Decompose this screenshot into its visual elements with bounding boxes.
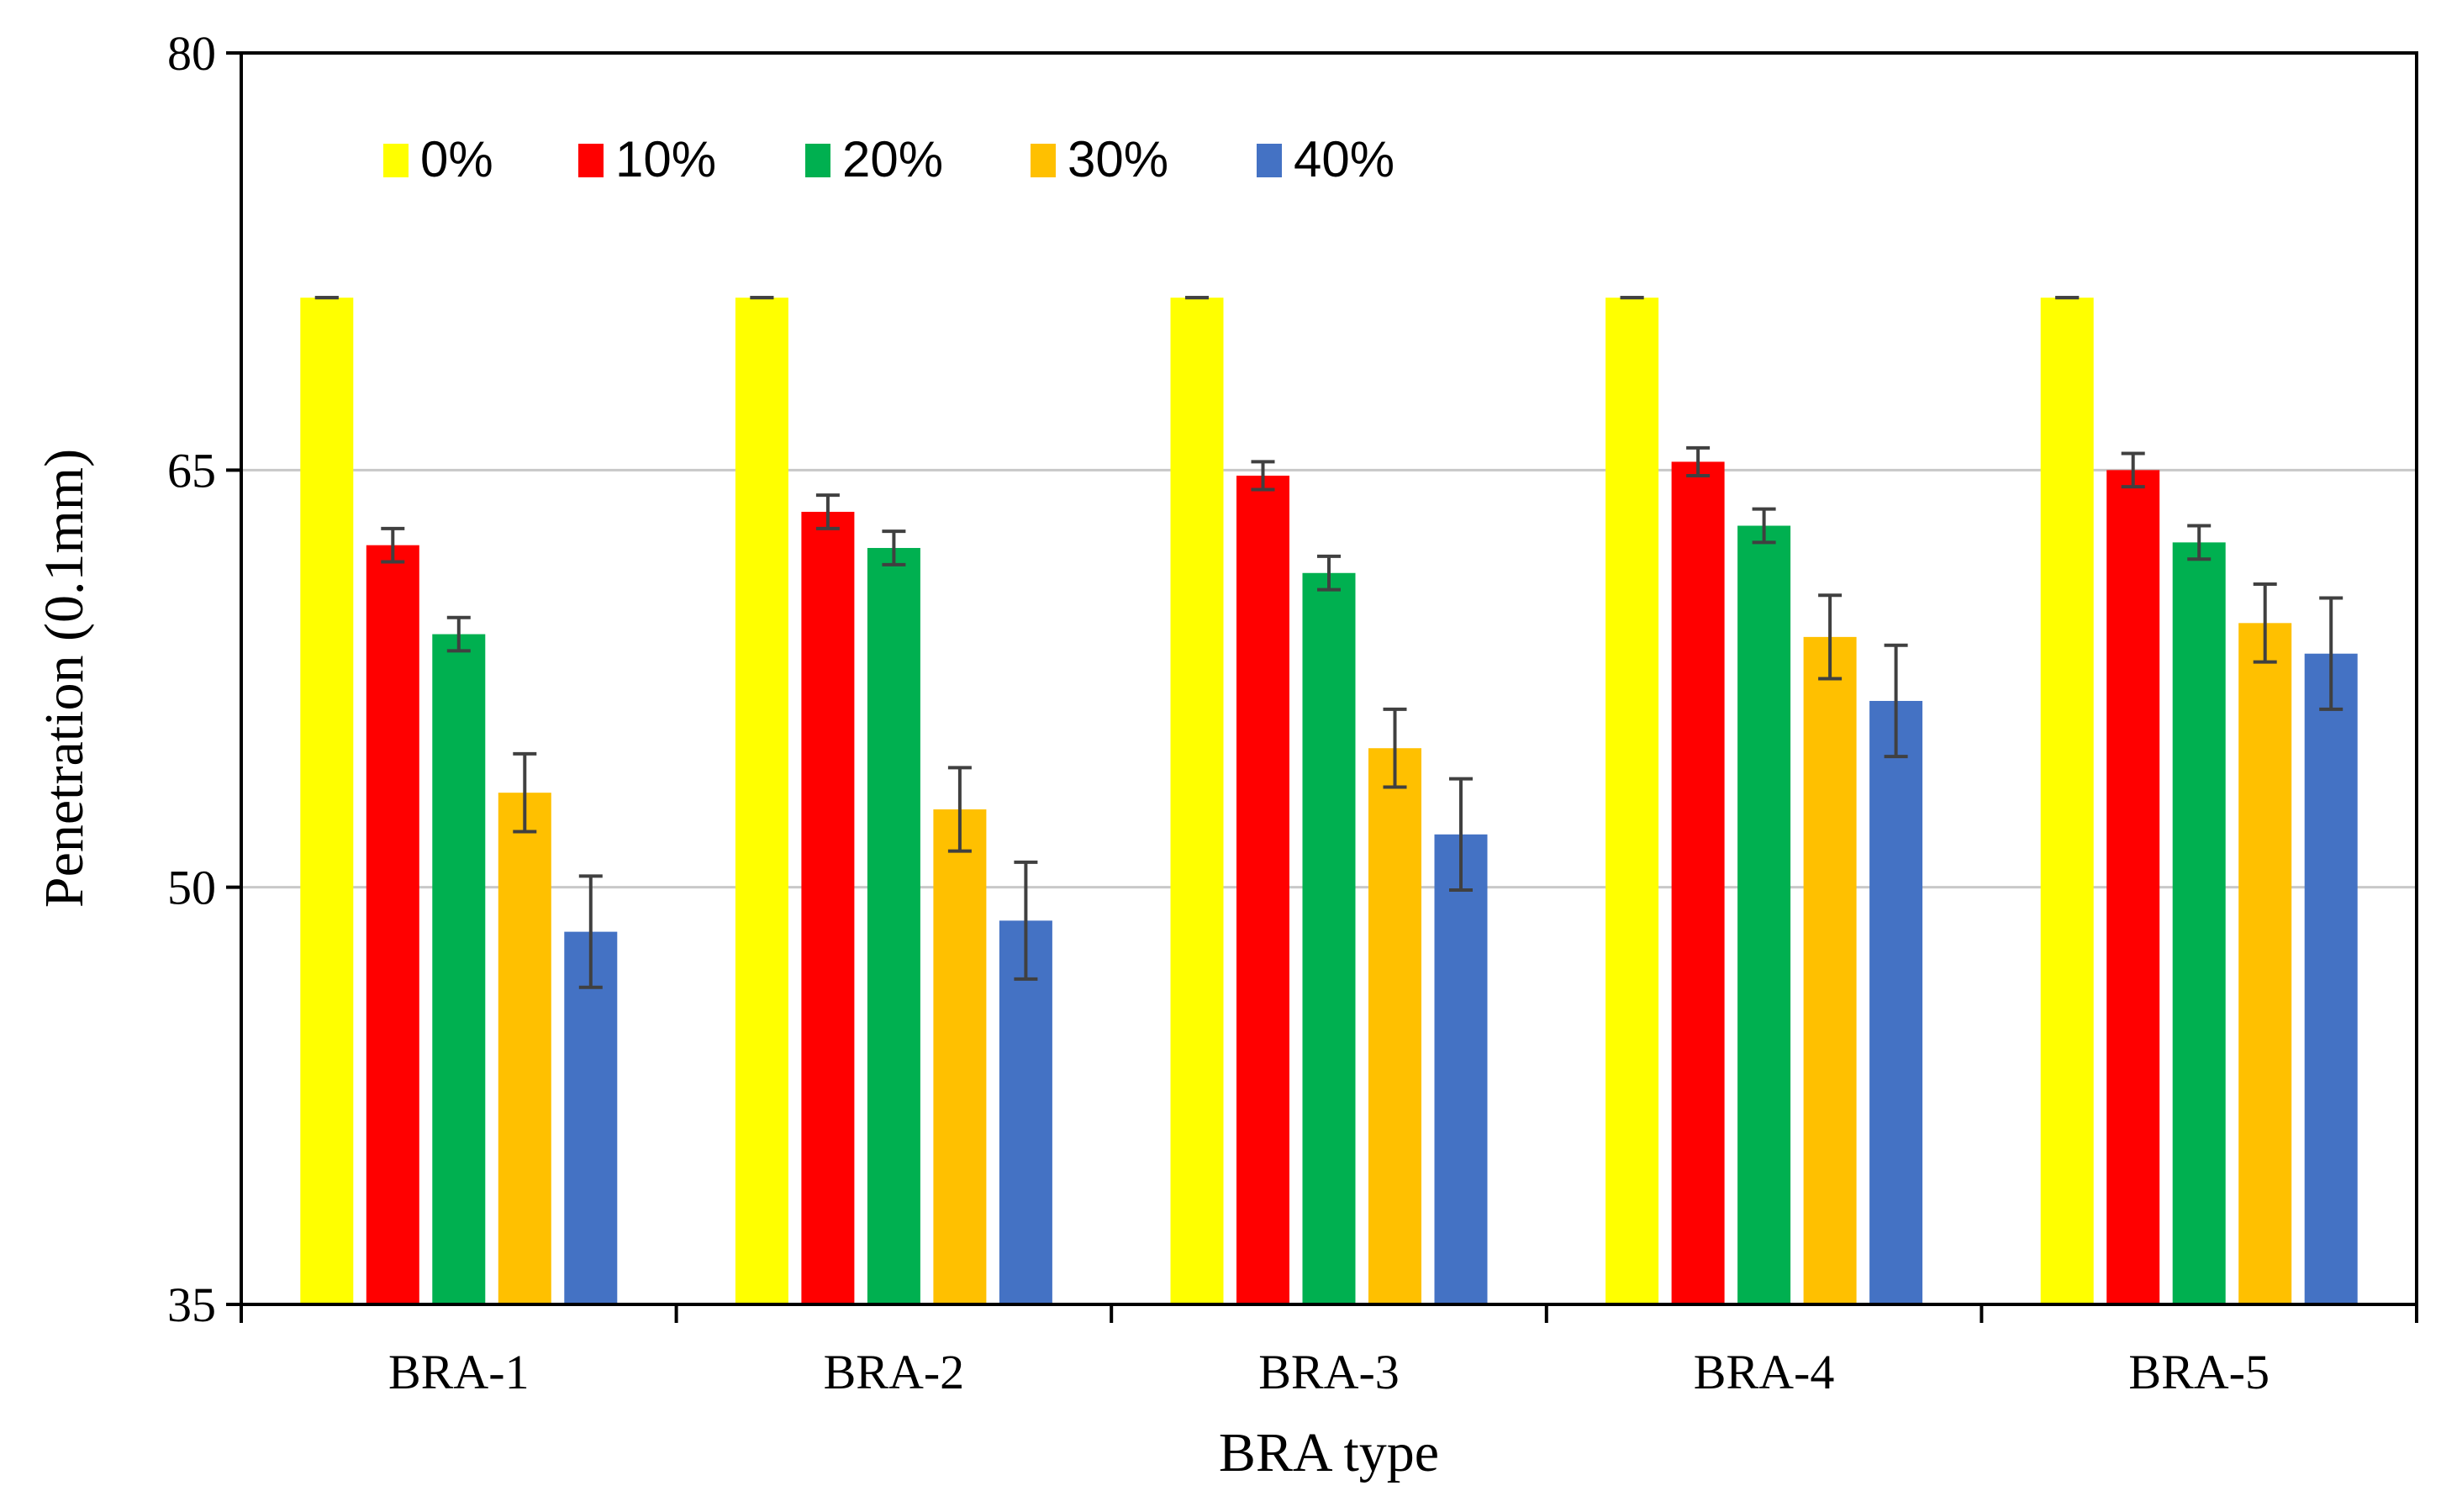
- bar-40pct-bra-1: [564, 931, 618, 1304]
- bar-10pct-bra-2: [801, 511, 855, 1304]
- bar-30pct-bra-4: [1803, 636, 1857, 1304]
- error-bar: [381, 526, 405, 564]
- error-bar: [2187, 524, 2212, 561]
- error-bar: [1014, 860, 1038, 981]
- x-tick-label: BRA-3: [1258, 1345, 1400, 1399]
- bar-40pct-bra-3: [1434, 834, 1488, 1304]
- error-bar: [1884, 643, 1908, 759]
- legend-item: 30%: [1031, 131, 1168, 187]
- bar-0pct-bra-2: [735, 298, 788, 1304]
- bar-30pct-bra-5: [2238, 623, 2292, 1304]
- x-tick-label: BRA-5: [2128, 1345, 2270, 1399]
- legend: 0% 10% 20% 30% 40%: [383, 131, 1394, 187]
- error-bar: [2319, 596, 2343, 711]
- x-tick-label: BRA-4: [1694, 1345, 1835, 1399]
- error-bar: [1251, 460, 1275, 492]
- bar-10pct-bra-5: [2106, 470, 2160, 1304]
- legend-item: 10%: [578, 131, 716, 187]
- bar-0pct-bra-5: [2040, 298, 2094, 1304]
- axis-ticks: 35 50 65 80 BRA-1 BRA-2 BRA-3 BRA-4 BRA-5: [167, 26, 2418, 1399]
- legend-label: 40%: [1294, 131, 1394, 187]
- bars: [300, 298, 2358, 1304]
- x-axis-title: BRA type: [1219, 1422, 1439, 1483]
- error-bar: [1686, 445, 1711, 477]
- y-tick-label: 35: [167, 1278, 216, 1332]
- legend-label: 0%: [420, 131, 493, 187]
- bar-10pct-bra-4: [1671, 461, 1725, 1304]
- bar-40pct-bra-4: [1869, 700, 1923, 1304]
- legend-label: 20%: [842, 131, 943, 187]
- bar-10pct-bra-3: [1236, 475, 1289, 1304]
- bar-0pct-bra-1: [300, 298, 354, 1304]
- bar-30pct-bra-2: [933, 809, 987, 1304]
- legend-swatch: [578, 144, 604, 177]
- legend-swatch: [805, 144, 830, 177]
- error-bar: [1383, 707, 1407, 789]
- error-bar: [1752, 507, 1776, 545]
- y-tick-label: 50: [167, 861, 216, 915]
- bar-40pct-bra-5: [2304, 653, 2358, 1304]
- bar-30pct-bra-3: [1368, 748, 1421, 1304]
- error-bar: [1818, 593, 1843, 681]
- bar-30pct-bra-1: [498, 793, 551, 1304]
- error-bar: [947, 766, 972, 853]
- x-tick-label: BRA-2: [824, 1345, 965, 1399]
- x-tick-label: BRA-1: [388, 1345, 530, 1399]
- y-axis-title: Penetration (0.1mm): [34, 449, 95, 908]
- error-bar: [1317, 554, 1341, 592]
- error-bar: [2253, 582, 2277, 664]
- error-bar: [513, 751, 537, 834]
- y-tick-label: 80: [167, 26, 216, 81]
- error-bar: [815, 493, 840, 530]
- plot-area-frame: [240, 51, 2418, 1306]
- error-bar: [882, 529, 906, 566]
- bar-20pct-bra-3: [1302, 572, 1356, 1304]
- legend-swatch: [1257, 144, 1282, 177]
- error-bar: [446, 615, 471, 653]
- bar-0pct-bra-4: [1605, 298, 1659, 1304]
- bar-20pct-bra-2: [867, 547, 920, 1304]
- legend-swatch: [383, 144, 409, 177]
- error-bar: [2121, 451, 2145, 489]
- error-bar: [578, 874, 603, 989]
- bar-20pct-bra-5: [2172, 542, 2226, 1304]
- legend-item: 40%: [1257, 131, 1394, 187]
- error-bars: [314, 296, 2343, 989]
- legend-label: 10%: [615, 131, 716, 187]
- legend-swatch: [1031, 144, 1056, 177]
- y-tick-label: 65: [167, 443, 216, 498]
- legend-item: 20%: [805, 131, 943, 187]
- legend-label: 30%: [1068, 131, 1168, 187]
- legend-item: 0%: [383, 131, 493, 187]
- bar-20pct-bra-4: [1737, 525, 1791, 1304]
- error-bar: [1449, 777, 1473, 892]
- bar-40pct-bra-2: [999, 920, 1052, 1304]
- bar-0pct-bra-3: [1170, 298, 1224, 1304]
- bar-10pct-bra-1: [366, 545, 419, 1304]
- bar-20pct-bra-1: [432, 634, 486, 1304]
